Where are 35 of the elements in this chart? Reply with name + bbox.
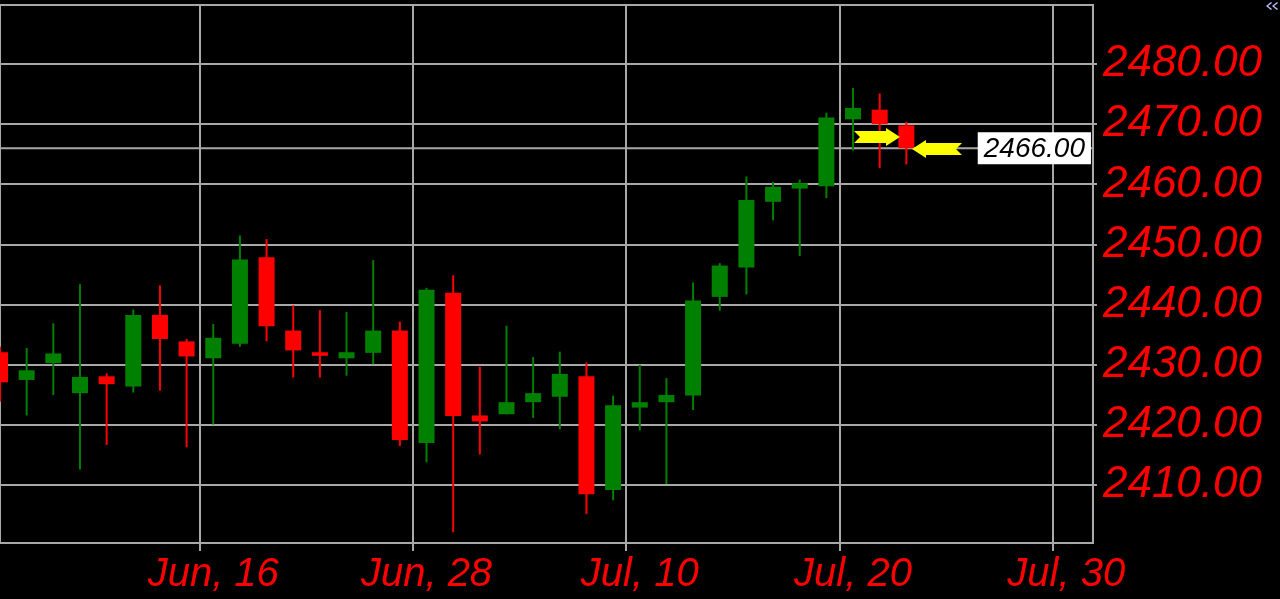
y-tick-label: 2420.00 — [1101, 397, 1263, 447]
candlestick — [658, 377, 675, 486]
y-tick-label: 2410.00 — [1101, 457, 1263, 507]
candlestick — [205, 322, 222, 426]
candlestick — [898, 120, 915, 166]
candlestick — [285, 304, 302, 379]
y-tick-label: 2450.00 — [1101, 216, 1263, 266]
candlestick — [71, 283, 88, 471]
candlestick — [18, 347, 35, 417]
candlestick — [791, 178, 808, 257]
x-tick-label: Jul, 30 — [1006, 550, 1126, 595]
candlestick — [365, 259, 382, 366]
candlestick — [551, 350, 568, 431]
candlestick — [311, 309, 328, 379]
ref-line-label: 2466.00 — [982, 132, 1086, 164]
candlestick — [845, 87, 862, 152]
x-tick-label: Jul, 20 — [793, 550, 912, 595]
y-tick-label: 2430.00 — [1101, 337, 1263, 387]
candlestick — [98, 372, 115, 446]
candlestick — [471, 365, 488, 456]
x-tick-label: Jul, 10 — [579, 550, 699, 595]
candlestick — [631, 363, 648, 432]
candlestick — [45, 322, 62, 396]
x-tick-label: Jun, 28 — [359, 550, 493, 595]
y-tick-label: 2470.00 — [1101, 96, 1263, 146]
x-tick-label: Jun, 16 — [146, 550, 280, 595]
y-tick-label: 2440.00 — [1101, 276, 1263, 326]
candlestick — [871, 92, 888, 170]
candlestick — [765, 180, 782, 222]
candlestick — [338, 310, 355, 377]
candlestick — [178, 337, 195, 449]
candlestick — [525, 356, 542, 419]
y-tick-label: 2480.00 — [1101, 36, 1263, 86]
candlestick — [498, 324, 515, 416]
y-tick-label: 2460.00 — [1101, 156, 1263, 206]
